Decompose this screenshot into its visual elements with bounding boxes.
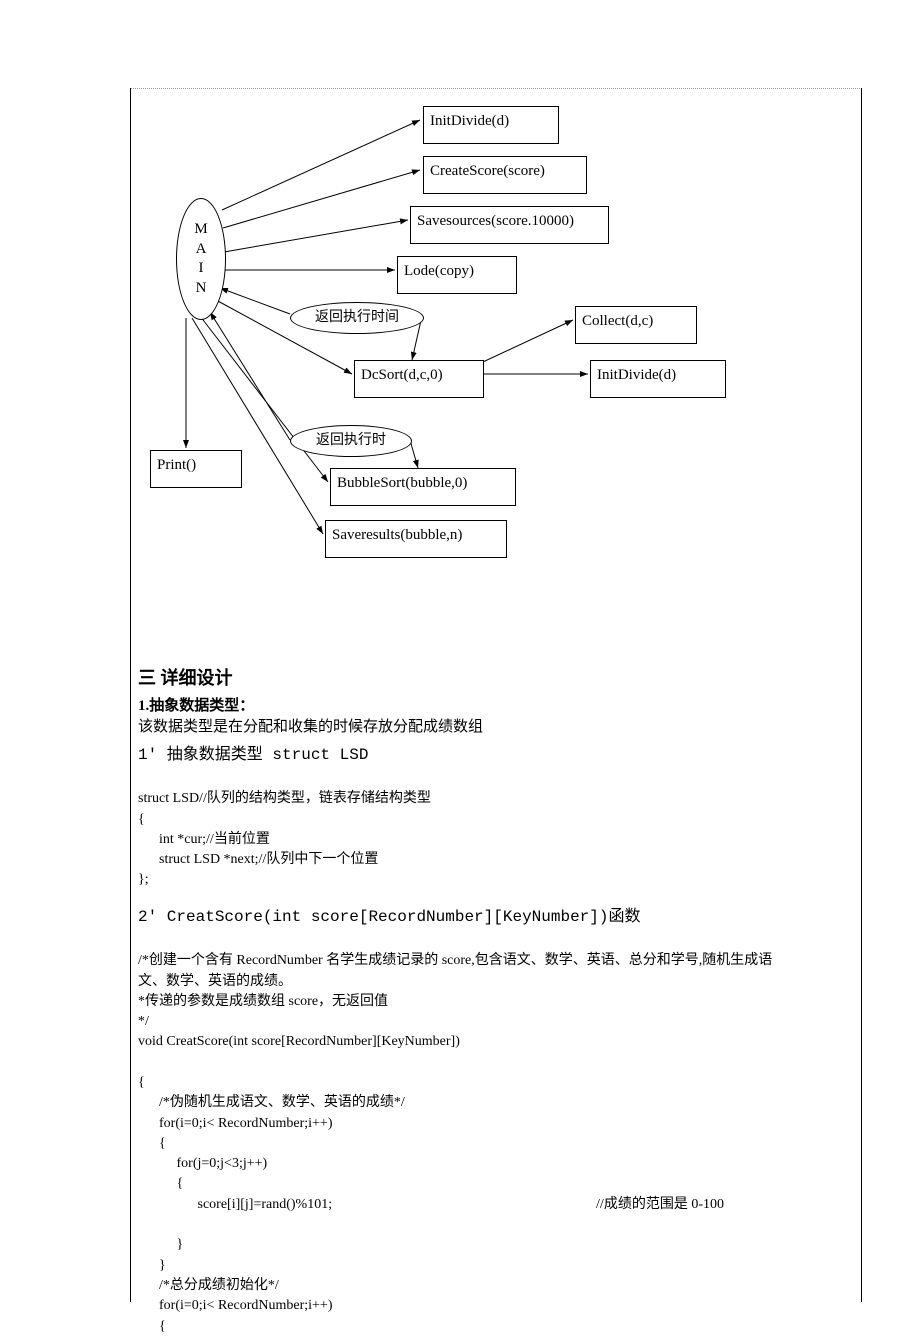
flow-diagram: M A I N InitDivide(d) CreateScore(score) S…: [130, 88, 862, 583]
code-line: {: [138, 1319, 166, 1334]
item2-sig: void CreatScore(int score[RecordNumber][…: [138, 1032, 854, 1052]
code-line: {: [138, 1176, 183, 1191]
code-line: {: [138, 1136, 166, 1151]
item2-title: 2' CreatScore(int score[RecordNumber][Ke…: [138, 905, 854, 929]
code-comment: //成绩的范围是 0-100: [596, 1195, 854, 1215]
item1-title: 1' 抽象数据类型 struct LSD: [138, 743, 854, 767]
section-3-1-body: 该数据类型是在分配和收集的时候存放分配成绩数组: [138, 717, 854, 739]
main-label-0: M: [194, 220, 207, 240]
node-ret1: 返回执行时间: [290, 302, 424, 334]
code-line: *传递的参数是成绩数组 score，无返回值: [138, 994, 388, 1009]
node-bubbleSort: BubbleSort(bubble,0): [330, 468, 516, 506]
node-savesources: Savesources(score.10000): [410, 206, 609, 244]
main-label-2: I: [199, 259, 204, 279]
section-3-1-title: 1.抽象数据类型：: [138, 694, 854, 715]
code-line: 文、数学、英语的成绩。: [138, 974, 292, 989]
code-line: for(i=0;i< RecordNumber;i++): [138, 1116, 332, 1131]
main-label-3: N: [196, 279, 207, 299]
page: M A I N InitDivide(d) CreateScore(score) S…: [0, 0, 920, 1302]
item1-code: struct LSD//队列的结构类型，链表存储结构类型 { int *cur;…: [138, 769, 854, 891]
item2-rand-line: score[i][j]=rand()%101; //成绩的范围是 0-100: [138, 1195, 854, 1215]
text-section: 三 详细设计 1.抽象数据类型： 该数据类型是在分配和收集的时候存放分配成绩数组…: [138, 660, 854, 1337]
node-initDivide1: InitDivide(d): [423, 106, 559, 144]
node-dcsort: DcSort(d,c,0): [354, 360, 484, 398]
item2-comment: /*创建一个含有 RecordNumber 名学生成绩记录的 score,包含语…: [138, 931, 854, 1032]
code-line: for(i=0;i< RecordNumber;i++): [138, 1298, 332, 1313]
code-line: }: [138, 1258, 166, 1273]
item2-title-text: 2' CreatScore(int score[RecordNumber][Ke…: [138, 908, 640, 926]
code-line: {: [138, 812, 145, 827]
node-lode: Lode(copy): [397, 256, 517, 294]
node-createScore: CreateScore(score): [423, 156, 587, 194]
node-ret2: 返回执行时: [290, 425, 412, 457]
code-line: /*创建一个含有 RecordNumber 名学生成绩记录的 score,包含语…: [138, 953, 772, 968]
node-saveresults: Saveresults(bubble,n): [325, 520, 507, 558]
code-line: /*总分成绩初始化*/: [138, 1278, 279, 1293]
code-line: }: [138, 1237, 183, 1252]
main-label-1: A: [196, 240, 207, 260]
section-3-title: 三 详细设计: [138, 664, 854, 690]
main-node: M A I N: [176, 198, 226, 320]
code-line: {: [138, 1075, 145, 1090]
item2-code: { /*伪随机生成语文、数学、英语的成绩*/ for(i=0;i< Record…: [138, 1053, 854, 1195]
code-line: };: [138, 872, 149, 887]
node-collect: Collect(d,c): [575, 306, 697, 344]
code-line: int *cur;//当前位置: [138, 832, 270, 847]
code-line: struct LSD *next;//队列中下一个位置: [138, 852, 378, 867]
item1-title-text: 1' 抽象数据类型 struct LSD: [138, 746, 368, 764]
code-line: /*伪随机生成语文、数学、英语的成绩*/: [138, 1095, 405, 1110]
node-initDivide2: InitDivide(d): [590, 360, 726, 398]
code-line: */: [138, 1014, 149, 1029]
item2-code2: } } /*总分成绩初始化*/ for(i=0;i< RecordNumber;…: [138, 1215, 854, 1337]
code-line: struct LSD//队列的结构类型，链表存储结构类型: [138, 791, 431, 806]
code-line: for(j=0;j<3;j++): [138, 1156, 267, 1171]
node-print: Print(): [150, 450, 242, 488]
code-line: score[i][j]=rand()%101;: [138, 1195, 332, 1215]
